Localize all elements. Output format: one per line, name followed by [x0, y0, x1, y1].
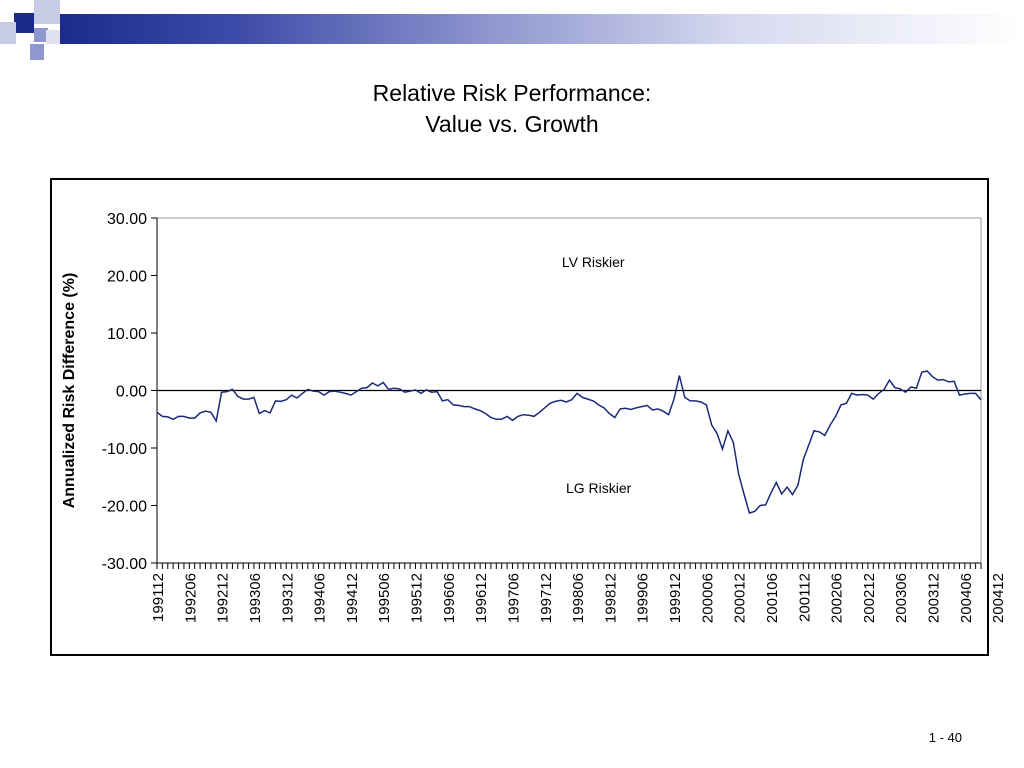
deco-square-mid	[30, 44, 44, 60]
y-tick-label: 0.00	[116, 384, 147, 401]
x-tick-label: 199206	[182, 573, 199, 623]
x-tick-label: 200006	[699, 573, 716, 623]
y-axis-label: Annualized Risk Difference (%)	[61, 273, 78, 509]
title-banner	[60, 14, 1024, 44]
x-tick-label: 199406	[312, 573, 329, 623]
page-number: 1 - 40	[928, 730, 962, 745]
x-tick-label: 200206	[829, 573, 846, 623]
x-tick-label: 199412	[344, 573, 361, 623]
chart-annotation: LV Riskier	[562, 254, 625, 270]
x-tick-label: 200306	[893, 573, 910, 623]
deco-square-light	[0, 22, 16, 44]
x-tick-label: 199706	[505, 573, 522, 623]
x-tick-label: 200412	[990, 573, 1007, 623]
x-tick-label: 200106	[764, 573, 781, 623]
deco-square-light	[46, 30, 60, 44]
x-tick-label: 199806	[570, 573, 587, 623]
x-tick-label: 199312	[279, 573, 296, 623]
deco-square-mid	[34, 28, 48, 42]
series-line-value-vs-growth	[156, 370, 982, 514]
x-tick-label: 199512	[409, 573, 426, 623]
x-tick-label: 200406	[958, 573, 975, 623]
x-tick-label: 199612	[473, 573, 490, 623]
slide-decoration	[0, 0, 1024, 62]
x-tick-label: 200012	[732, 573, 749, 623]
x-tick-label: 199912	[667, 573, 684, 623]
x-tick-label: 200212	[861, 573, 878, 623]
y-tick-label: 30.00	[107, 211, 147, 228]
x-tick-label: 199812	[602, 573, 619, 623]
y-tick-label: 10.00	[107, 326, 147, 343]
deco-square-light	[34, 0, 60, 24]
chart-annotation: LG Riskier	[566, 480, 632, 496]
x-tick-label: 199606	[441, 573, 458, 623]
slide-title-line1: Relative Risk Performance:	[372, 80, 652, 106]
x-tick-label: 200112	[796, 573, 813, 622]
slide-title: Relative Risk Performance: Value vs. Gro…	[0, 78, 1024, 140]
y-tick-label: -20.00	[102, 499, 147, 516]
x-tick-label: 199306	[247, 573, 264, 623]
deco-square-dark	[14, 13, 34, 33]
x-tick-label: 200312	[926, 573, 943, 623]
chart-frame	[50, 178, 989, 656]
x-tick-label: 199212	[215, 573, 232, 623]
y-tick-label: -10.00	[102, 441, 147, 458]
y-tick-label: -30.00	[102, 556, 147, 573]
x-tick-label: 199506	[376, 573, 393, 623]
y-tick-label: 20.00	[107, 269, 147, 286]
x-tick-label: 199906	[635, 573, 652, 623]
slide-title-line2: Value vs. Growth	[425, 111, 599, 137]
x-tick-label: 199712	[538, 573, 555, 623]
x-tick-label: 199112	[150, 573, 167, 622]
